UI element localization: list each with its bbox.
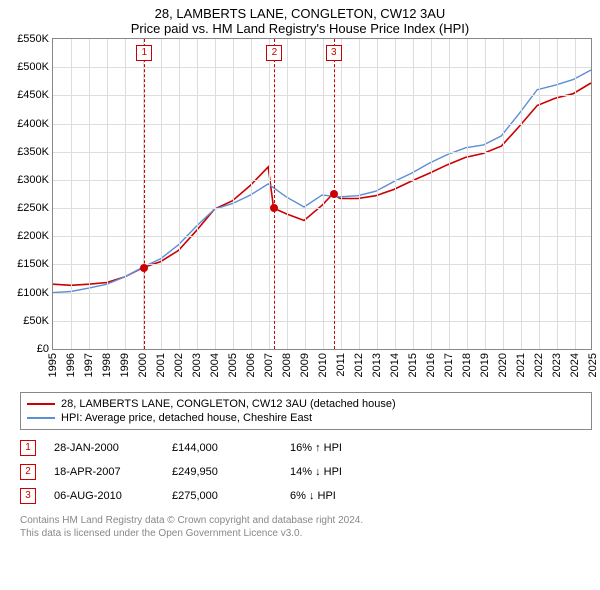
legend-item-price-paid: 28, LAMBERTS LANE, CONGLETON, CW12 3AU (… — [27, 397, 585, 411]
x-axis-label: 2017 — [443, 353, 455, 377]
event-date: 28-JAN-2000 — [54, 442, 154, 454]
x-axis-label: 2001 — [155, 353, 167, 377]
legend-item-hpi: HPI: Average price, detached house, Ches… — [27, 411, 585, 425]
event-marker-dot — [270, 204, 278, 212]
x-axis-label: 2006 — [245, 353, 257, 377]
event-marker: 1 — [20, 440, 36, 456]
event-marker-box: 3 — [326, 45, 342, 61]
x-axis-label: 2025 — [587, 353, 599, 377]
attribution-line: This data is licensed under the Open Gov… — [20, 527, 592, 540]
x-axis-label: 1999 — [119, 353, 131, 377]
x-axis-label: 2013 — [371, 353, 383, 377]
y-axis-label: £550K — [17, 33, 49, 45]
event-marker-line — [274, 39, 275, 349]
event-marker: 3 — [20, 488, 36, 504]
x-axis-label: 2003 — [191, 353, 203, 377]
legend: 28, LAMBERTS LANE, CONGLETON, CW12 3AU (… — [20, 392, 592, 430]
x-axis-label: 2023 — [551, 353, 563, 377]
legend-swatch — [27, 417, 55, 419]
y-axis-label: £250K — [17, 202, 49, 214]
y-axis-label: £400K — [17, 118, 49, 130]
event-marker-box: 2 — [266, 45, 282, 61]
y-axis-label: £300K — [17, 174, 49, 186]
x-axis-label: 2021 — [515, 353, 527, 377]
x-axis-label: 2016 — [425, 353, 437, 377]
y-axis-label: £200K — [17, 230, 49, 242]
plot-area: £0£50K£100K£150K£200K£250K£300K£350K£400… — [52, 38, 592, 350]
legend-label: 28, LAMBERTS LANE, CONGLETON, CW12 3AU (… — [61, 398, 396, 410]
y-axis-label: £50K — [23, 315, 49, 327]
x-axis-label: 2019 — [479, 353, 491, 377]
x-axis-label: 2005 — [227, 353, 239, 377]
x-axis-label: 2020 — [497, 353, 509, 377]
y-axis-label: £500K — [17, 61, 49, 73]
event-row: 3 06-AUG-2010 £275,000 6% HPI — [20, 484, 592, 508]
arrow-up-icon — [315, 442, 321, 454]
x-axis-label: 2010 — [317, 353, 329, 377]
event-price: £144,000 — [172, 442, 272, 454]
x-axis-label: 2018 — [461, 353, 473, 377]
x-axis-label: 1997 — [83, 353, 95, 377]
chart-container: 28, LAMBERTS LANE, CONGLETON, CW12 3AU P… — [0, 0, 600, 540]
x-axis-label: 1995 — [47, 353, 59, 377]
event-marker-dot — [330, 190, 338, 198]
x-axis-label: 2012 — [353, 353, 365, 377]
event-row: 2 18-APR-2007 £249,950 14% HPI — [20, 460, 592, 484]
x-axis-label: 2022 — [533, 353, 545, 377]
x-axis-label: 2024 — [569, 353, 581, 377]
x-axis-label: 1998 — [101, 353, 113, 377]
series-hpi — [53, 70, 591, 293]
x-axis-label: 2000 — [137, 353, 149, 377]
event-date: 06-AUG-2010 — [54, 490, 154, 502]
attribution-line: Contains HM Land Registry data © Crown c… — [20, 514, 592, 527]
title-subtitle: Price paid vs. HM Land Registry's House … — [0, 21, 600, 36]
title-address: 28, LAMBERTS LANE, CONGLETON, CW12 3AU — [0, 6, 600, 21]
event-hpi: 16% HPI — [290, 442, 400, 454]
event-marker-dot — [140, 264, 148, 272]
x-axis-label: 2007 — [263, 353, 275, 377]
event-row: 1 28-JAN-2000 £144,000 16% HPI — [20, 436, 592, 460]
event-hpi: 14% HPI — [290, 466, 400, 478]
attribution: Contains HM Land Registry data © Crown c… — [20, 514, 592, 540]
x-axis-label: 2002 — [173, 353, 185, 377]
title-block: 28, LAMBERTS LANE, CONGLETON, CW12 3AU P… — [0, 0, 600, 38]
legend-swatch — [27, 403, 55, 405]
y-axis-label: £350K — [17, 146, 49, 158]
y-axis-label: £100K — [17, 287, 49, 299]
x-axis-label: 2009 — [299, 353, 311, 377]
event-marker-box: 1 — [136, 45, 152, 61]
x-axis-label: 2004 — [209, 353, 221, 377]
event-price: £249,950 — [172, 466, 272, 478]
x-axis-label: 2011 — [335, 353, 347, 377]
arrow-down-icon — [315, 466, 321, 478]
event-price: £275,000 — [172, 490, 272, 502]
event-marker-line — [144, 39, 145, 349]
x-axis-label: 2014 — [389, 353, 401, 377]
series-price_paid — [53, 83, 591, 285]
event-marker: 2 — [20, 464, 36, 480]
legend-label: HPI: Average price, detached house, Ches… — [61, 412, 312, 424]
x-axis-label: 2015 — [407, 353, 419, 377]
events-table: 1 28-JAN-2000 £144,000 16% HPI 2 18-APR-… — [20, 436, 592, 508]
x-axis-label: 1996 — [65, 353, 77, 377]
x-axis-label: 2008 — [281, 353, 293, 377]
chart-svg — [53, 39, 591, 349]
event-date: 18-APR-2007 — [54, 466, 154, 478]
y-axis-label: £150K — [17, 258, 49, 270]
arrow-down-icon — [309, 490, 315, 502]
event-hpi: 6% HPI — [290, 490, 400, 502]
y-axis-label: £450K — [17, 89, 49, 101]
